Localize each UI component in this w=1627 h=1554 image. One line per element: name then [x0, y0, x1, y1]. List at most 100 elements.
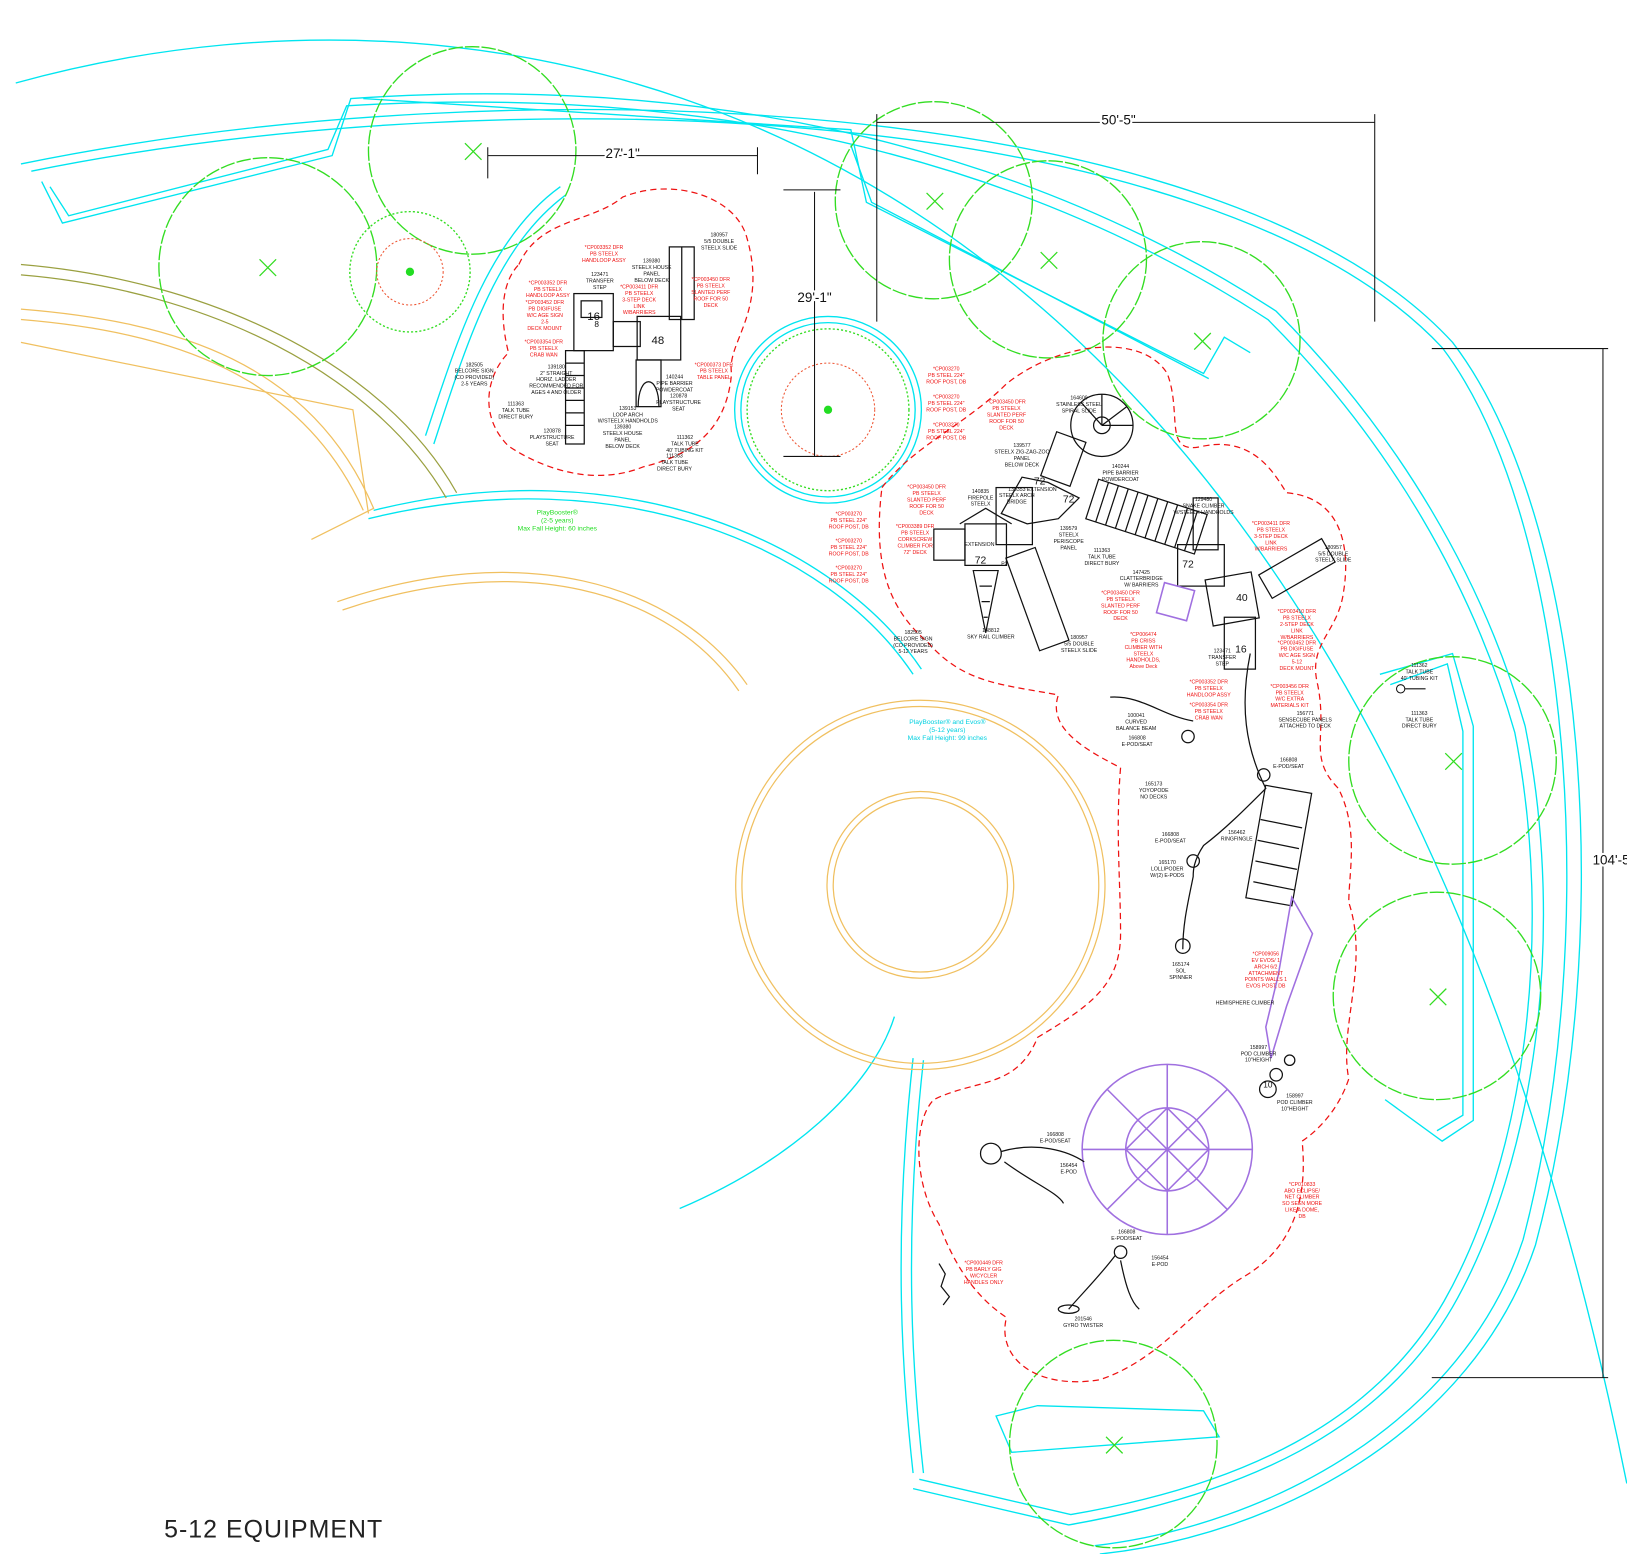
callout-note: DECK MOUNT [1280, 666, 1316, 672]
equipment-label: E-POD/SEAT [1040, 1138, 1072, 1144]
equipment-label: 123471 [1214, 649, 1231, 655]
equipment-label: 139180 [548, 364, 565, 370]
callout-note: PB STEELX [590, 251, 619, 257]
equipment-label: SNAKE CLIMBER [1183, 504, 1225, 510]
callout-note: STEELX [1133, 651, 1153, 657]
equipment-label: 40' TUBING KIT [1401, 676, 1439, 682]
equipment-label: NO DECKS [1140, 794, 1168, 800]
callout-note: *CP003354 DFR [525, 339, 564, 345]
equipment-label: 5/5 DOUBLE [704, 239, 734, 245]
deck-note: EXTENSION [1027, 487, 1057, 493]
equipment-label: 120878 [543, 429, 560, 435]
callout-note: EV EVOS/ 1 [1252, 958, 1281, 964]
equipment-label: TALK TUBE [1088, 554, 1116, 560]
callout-note: W/CYCLER [970, 1274, 998, 1280]
equipment-label: 111362 [677, 435, 694, 441]
equipment-label: 148812 [982, 628, 999, 634]
equipment-label: 166808 [1129, 736, 1146, 742]
equipment-label: 111363 [1094, 548, 1111, 554]
callout-note: MATERIALS KIT [1270, 703, 1309, 709]
equipment-label: 129480 [1195, 497, 1212, 503]
callout-note: PB STEEL 224" [831, 518, 868, 524]
equipment-label: SEAT [546, 442, 560, 448]
equipment-label: SPINNER [1169, 975, 1192, 981]
equipment-label: 156454 [1060, 1163, 1077, 1169]
site-plan: 5-12 EQUIPMENT27'-1"29'-1"50'-5"104'-5"P… [0, 0, 1627, 1554]
equipment-label: 111363 [666, 454, 683, 460]
equipment-label: BELOW DECK [634, 278, 669, 284]
equipment-label: E-POD [1152, 1262, 1169, 1268]
zone-label: PlayBooster® and Evos® [909, 718, 985, 726]
equipment-label: 166808 [1280, 758, 1297, 764]
callout-note: *CP003456 DFR [1270, 684, 1309, 690]
callout-note: HANDLOOP ASSY [582, 258, 626, 264]
callout-note: *CP003270 [836, 512, 863, 518]
equipment-label: 100041 [1127, 713, 1144, 719]
callout-note: *CP003270 [933, 394, 960, 400]
callout-note: TABLE PANEL [697, 375, 731, 381]
equipment-label: 111363 [508, 402, 525, 408]
equipment-label: E-POD/SEAT [1155, 839, 1187, 845]
equipment-label: E-POD/SEAT [1111, 1236, 1143, 1242]
title: 5-12 EQUIPMENT [164, 1515, 383, 1543]
callout-note: PB CRISS [1131, 638, 1156, 644]
equipment-label: TRANSFER [586, 278, 614, 284]
callout-note: PB STEELX [1257, 527, 1286, 533]
equipment-label: AGES 4 AND OLDER [531, 390, 581, 396]
callout-note: 72" DECK [903, 550, 927, 556]
equipment-label: 180957 [1325, 545, 1342, 551]
callout-note: SLANTED PERF [987, 412, 1026, 418]
equipment-label: 182505 [466, 362, 483, 368]
equipment-label: 139380 [643, 259, 660, 265]
dimension-label: 50'-5" [1101, 113, 1136, 128]
callout-note: *CP003410 DFR [1278, 609, 1317, 615]
equipment-label: TALK TUBE [1405, 717, 1433, 723]
equipment-label: 166808 [1162, 832, 1179, 838]
callout-note: EVOS POST, DB [1246, 984, 1286, 990]
callout-note: ROOF FOR 50 [694, 297, 729, 303]
callout-note: ABO ECLIPSE/ [1284, 1188, 1320, 1194]
equipment-label: SKY RAIL CLIMBER [967, 634, 1015, 640]
equipment-label: 182505 [904, 630, 921, 636]
equipment-label: DIRECT BURY [1402, 724, 1437, 730]
callout-note: W/C EXTRA [1275, 697, 1304, 703]
callout-note: LINK [633, 304, 645, 310]
equipment-label: STEELX SLIDE [1315, 558, 1352, 564]
callout-note: 2-STEP DECK [1280, 622, 1314, 628]
callout-note: POINTS WALLS 1 [1245, 977, 1287, 983]
callout-note: HANDLOOP ASSY [526, 293, 570, 299]
equipment-label: 164609 [1070, 395, 1087, 401]
callout-note: *CP003270 [836, 539, 863, 545]
equipment-label: LOOP ARCH [613, 412, 643, 418]
equipment-label: DIRECT BURY [498, 415, 533, 421]
equipment-label: 139579 [1060, 526, 1077, 532]
callout-note: *CP003352 DFR [1189, 680, 1228, 686]
equipment-label: 139353 [1008, 487, 1025, 493]
callout-note: *CP000449 DFR [964, 1261, 1003, 1267]
deck-height: 48 [652, 335, 665, 347]
deck-height: 40 [1236, 593, 1248, 604]
callout-note: DECK [1113, 616, 1128, 622]
equipment-label: SOL [1176, 968, 1186, 974]
callout-note: ROOF POST, DB [926, 435, 966, 441]
callout-note: PB STEEL 224" [928, 373, 965, 379]
callout-note: PB STEEL 224" [831, 572, 868, 578]
callout-note: PB STEELX [1195, 709, 1224, 715]
equipment-label: CLATTERBRIDGE [1120, 576, 1164, 582]
callout-note: PB STEELX [530, 346, 559, 352]
equipment-label: (CO PROVIDED) [454, 375, 494, 381]
callout-note: *CP010833 [1289, 1182, 1316, 1188]
callout-note: *CP003352 DFR [585, 245, 624, 251]
equipment-label: SPIRAL SLIDE [1062, 408, 1097, 414]
zone-label: (2-5 years) [541, 517, 574, 524]
equipment-label: PLAYSTRUCTURE [656, 400, 701, 406]
equipment-label: TRANSFER [1208, 655, 1236, 661]
deck-height: 72 [975, 555, 987, 566]
equipment-label: 5-12 YEARS [898, 649, 928, 655]
callout-note: 5-12 [1292, 660, 1302, 666]
callout-note: PB STEELX [697, 284, 726, 290]
callout-note: *CP003450 DFR [1101, 591, 1140, 597]
equipment-label: STEP [593, 285, 607, 291]
callout-note: CLIMBER WITH [1125, 645, 1163, 651]
callout-note: DECK [919, 510, 934, 516]
